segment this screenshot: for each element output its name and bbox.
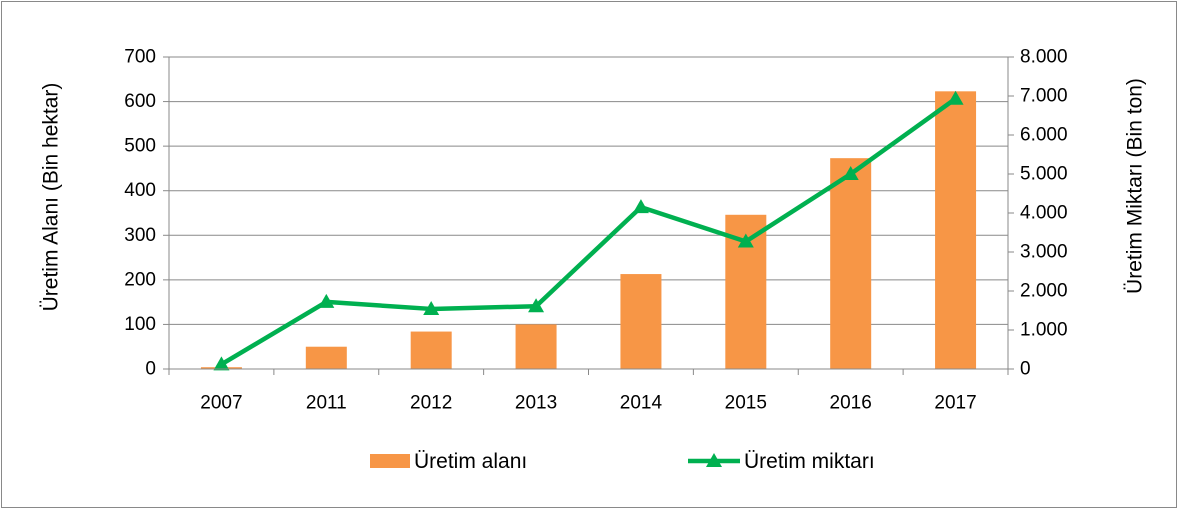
y-tick-label-left: 600 [124, 91, 156, 112]
point-uretim-miktari [842, 166, 859, 180]
point-uretim-miktari [318, 293, 335, 308]
point-uretim-miktari [528, 298, 545, 313]
x-tick-label: 2007 [200, 393, 242, 414]
y-tick-label-right: 7.000 [1020, 86, 1068, 107]
y-tick-label-right: 1.000 [1020, 320, 1068, 341]
bar-uretim-alani [830, 158, 872, 369]
y-tick-label-left: 500 [124, 136, 156, 157]
y-tick-label-left: 200 [124, 269, 156, 290]
line-series [213, 90, 964, 371]
legend-swatch-uretim-alani [370, 454, 410, 468]
x-tick-label: 2017 [934, 393, 976, 414]
x-tick-label: 2015 [725, 393, 767, 414]
y-tick-label-left: 700 [124, 47, 156, 68]
gridlines [169, 56, 1008, 325]
legend-label-uretim-miktari: Üretim miktarı [744, 450, 875, 473]
y-tick-label-right: 3.000 [1020, 242, 1068, 263]
legend-marker-uretim-miktari [706, 453, 722, 467]
legend-label-uretim-alani: Üretim alanı [414, 450, 527, 473]
y-axis-title-left: Üretim Alanı (Bin hektar) [40, 83, 63, 312]
point-uretim-miktari [947, 90, 964, 105]
y-tick-label-left: 300 [124, 225, 156, 246]
bar-series [200, 91, 977, 369]
x-tick-label: 2012 [410, 393, 452, 414]
x-tick-label: 2014 [620, 393, 663, 414]
y-tick-label-left: 100 [124, 314, 156, 335]
y-tick-label-left: 0 [145, 359, 156, 380]
x-tick-label: 2013 [515, 393, 557, 414]
legend: Üretim alanı Üretim miktarı [370, 450, 875, 473]
bar-uretim-alani [305, 346, 347, 369]
y-axis-title-right: Üretim Miktarı (Bin ton) [1124, 78, 1147, 294]
y-tick-label-right: 2.000 [1020, 281, 1068, 302]
line-uretim-miktari [220, 96, 957, 367]
y-tick-label-right: 8.000 [1020, 47, 1068, 68]
point-uretim-miktari [632, 199, 649, 214]
y-tick-label-right: 6.000 [1020, 125, 1068, 146]
point-uretim-miktari [737, 233, 754, 248]
y-tick-label-right: 5.000 [1020, 164, 1068, 185]
bar-uretim-alani [935, 91, 977, 369]
bar-uretim-alani [410, 331, 452, 369]
y-tick-label-right: 0 [1020, 359, 1031, 380]
point-uretim-miktari [213, 356, 230, 371]
bar-uretim-alani [515, 324, 557, 369]
axes: 0 100 200 300 400 500 600 700 0 1.000 2.000 3.000 4.… [124, 47, 1067, 414]
bar-uretim-alani [620, 274, 662, 369]
y-tick-label-right: 4.000 [1020, 203, 1068, 224]
point-uretim-miktari [423, 300, 440, 315]
x-tick-label: 2011 [306, 393, 347, 414]
y-tick-label-left: 400 [124, 180, 156, 201]
x-tick-label: 2016 [830, 393, 872, 414]
